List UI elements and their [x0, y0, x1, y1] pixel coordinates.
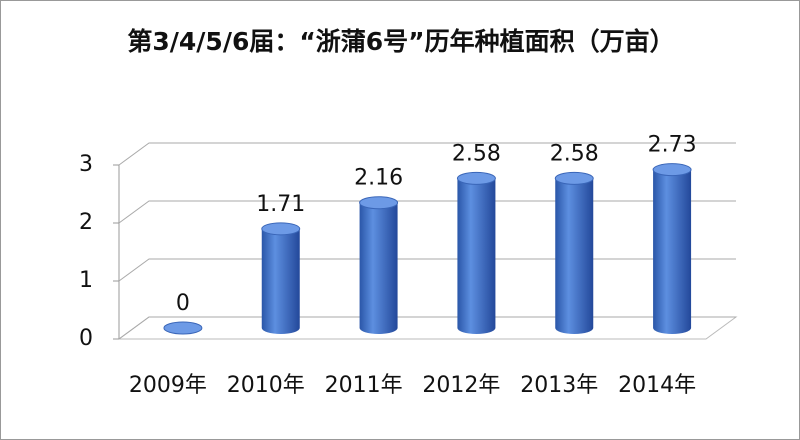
x-tick-label: 2010年: [227, 373, 305, 398]
x-tick-label: 2014年: [618, 373, 696, 398]
bar-body: [359, 202, 398, 334]
bar: [456, 171, 496, 334]
bar-top: [359, 196, 399, 210]
bar-body: [457, 178, 496, 334]
bar: [261, 222, 301, 334]
chart-title: 第3/4/5/6届：“浙蒲6号”历年种植面积（万亩）: [127, 27, 675, 56]
y-tick-label: 0: [79, 326, 93, 351]
bar-body: [261, 228, 300, 334]
bar-top: [554, 171, 594, 185]
x-tick-label: 2013年: [520, 373, 598, 398]
data-label: 1.71: [256, 192, 305, 217]
bar-body: [555, 178, 594, 334]
bar-top: [261, 222, 301, 236]
y-tick-label: 1: [79, 268, 93, 293]
y-tick-label: 2: [79, 210, 93, 235]
data-label: 0: [176, 291, 190, 316]
data-label: 2.58: [550, 141, 599, 166]
bar: [359, 196, 399, 334]
bar: [554, 171, 594, 334]
grid-line: [118, 142, 736, 166]
grid-line: [118, 316, 736, 340]
data-label: 2.58: [452, 141, 501, 166]
bar-top: [163, 321, 203, 335]
data-label: 2.16: [354, 166, 403, 191]
bar: [163, 321, 203, 335]
data-label: 2.73: [648, 133, 697, 158]
bar-body: [653, 169, 692, 334]
grid-line: [118, 200, 736, 224]
bar-top: [652, 163, 692, 177]
bar: [652, 163, 692, 334]
bar-top: [456, 171, 496, 185]
y-tick-label: 3: [79, 152, 93, 177]
x-tick-label: 2009年: [129, 373, 207, 398]
x-tick-label: 2011年: [325, 373, 403, 398]
x-tick-label: 2012年: [422, 373, 500, 398]
floor: [117, 316, 738, 340]
grid-line: [118, 258, 736, 282]
